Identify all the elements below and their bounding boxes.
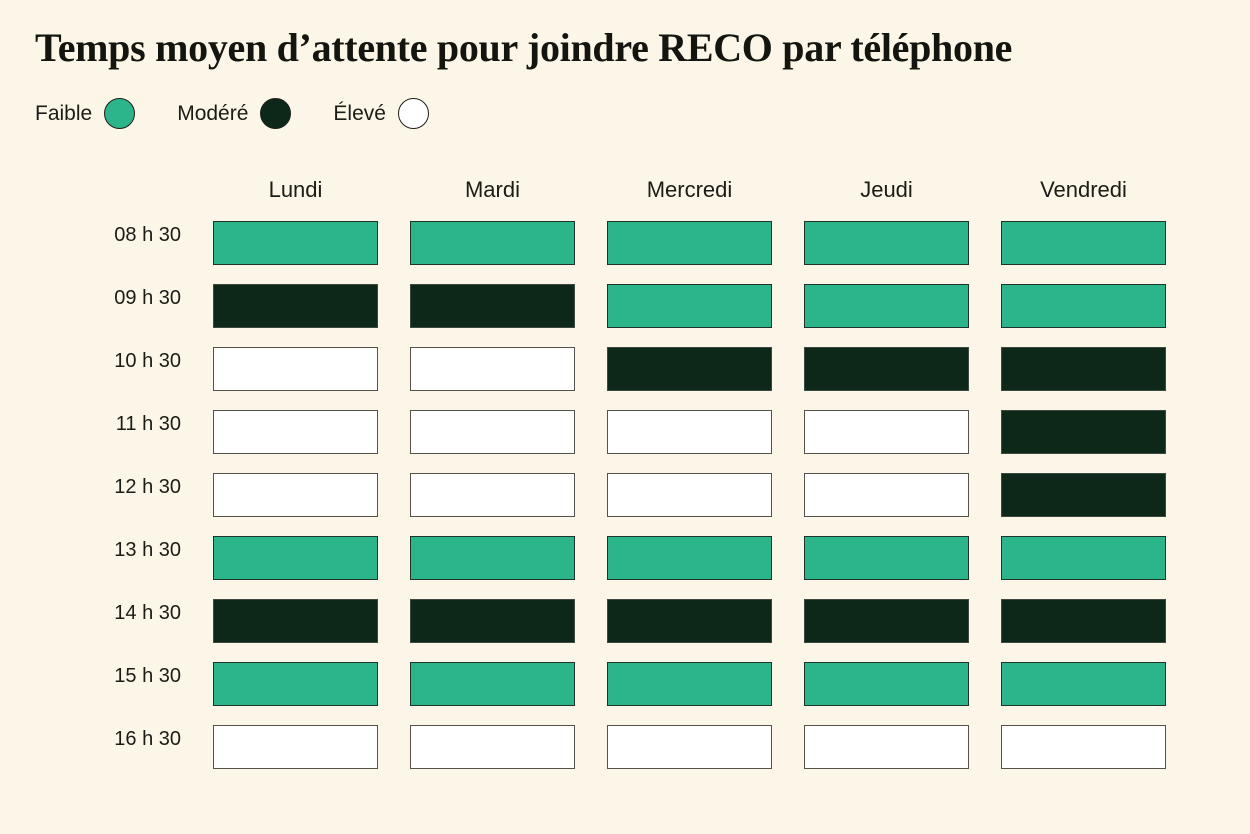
row-label-09-h-30: 09 h 30: [114, 287, 181, 309]
row-label-13-h-30: 13 h 30: [114, 539, 181, 561]
heatmap-cell-modere: [410, 599, 575, 643]
heatmap-cell-faible: [804, 536, 969, 580]
legend-label-faible: Faible: [35, 101, 93, 125]
row-label-10-h-30: 10 h 30: [114, 350, 181, 372]
column-header-mardi: Mardi: [464, 176, 520, 202]
row-label-15-h-30: 15 h 30: [114, 665, 181, 687]
heatmap-cell-eleve: [607, 473, 772, 517]
legend-item-eleve: Élevé: [333, 98, 429, 129]
heatmap-cell-modere: [410, 284, 575, 328]
legend-item-modere: Modéré: [177, 98, 292, 129]
heatmap-cell-faible: [213, 221, 378, 265]
heatmap-cell-faible: [1001, 536, 1166, 580]
heatmap-cell-faible: [607, 536, 772, 580]
heatmap-cell-eleve: [607, 410, 772, 454]
heatmap-cell-faible: [607, 662, 772, 706]
heatmap-cell-faible: [607, 284, 772, 328]
heatmap-cell-modere: [607, 347, 772, 391]
heatmap-cell-eleve: [213, 347, 378, 391]
row-label-12-h-30: 12 h 30: [114, 476, 181, 498]
legend-label-eleve: Élevé: [333, 101, 386, 125]
heatmap-cell-eleve: [804, 410, 969, 454]
heatmap-cell-faible: [410, 536, 575, 580]
heatmap-cell-faible: [804, 221, 969, 265]
column-header-jeudi: Jeudi: [860, 176, 913, 202]
page: Temps moyen d’attente pour joindre RECO …: [35, 25, 1250, 769]
heatmap-cell-eleve: [410, 410, 575, 454]
legend-swatch-eleve-icon: [397, 98, 429, 129]
heatmap-cell-modere: [1001, 410, 1166, 454]
heatmap-cell-faible: [1001, 221, 1166, 265]
heatmap-cell-eleve: [410, 473, 575, 517]
column-header-vendredi: Vendredi: [1040, 176, 1127, 202]
row-label-11-h-30: 11 h 30: [115, 413, 181, 435]
row-label-16-h-30: 16 h 30: [114, 728, 181, 750]
heatmap-cell-faible: [804, 662, 969, 706]
grid-corner: [35, 174, 181, 202]
heatmap-cell-faible: [804, 284, 969, 328]
heatmap-cell-modere: [1001, 347, 1166, 391]
heatmap-cell-faible: [1001, 662, 1166, 706]
heatmap-cell-modere: [607, 599, 772, 643]
heatmap-cell-eleve: [213, 410, 378, 454]
heatmap-cell-faible: [213, 536, 378, 580]
page-title: Temps moyen d’attente pour joindre RECO …: [35, 25, 1013, 70]
heatmap-cell-eleve: [213, 473, 378, 517]
heatmap-cell-faible: [410, 221, 575, 265]
row-label-14-h-30: 14 h 30: [114, 602, 181, 624]
heatmap-cell-modere: [1001, 473, 1166, 517]
heatmap-cell-modere: [804, 347, 969, 391]
heatmap-cell-modere: [804, 599, 969, 643]
row-label-08-h-30: 08 h 30: [114, 224, 181, 246]
heatmap-cell-eleve: [607, 725, 772, 769]
heatmap-grid: Lundi Mardi Mercredi Jeudi Vendredi 08 h 30 09…: [35, 174, 1250, 769]
legend-swatch-modere-icon: [260, 98, 292, 129]
column-header-lundi: Lundi: [268, 176, 323, 202]
legend: Faible Modéré Élevé: [35, 98, 1250, 129]
heatmap-cell-eleve: [410, 725, 575, 769]
heatmap-cell-faible: [213, 662, 378, 706]
heatmap-cell-faible: [1001, 284, 1166, 328]
heatmap-cell-eleve: [410, 347, 575, 391]
heatmap-cell-faible: [607, 221, 772, 265]
heatmap-cell-modere: [1001, 599, 1166, 643]
heatmap-cell-eleve: [804, 725, 969, 769]
heatmap-cell-eleve: [804, 473, 969, 517]
legend-label-modere: Modéré: [177, 101, 249, 125]
heatmap-cell-eleve: [1001, 725, 1166, 769]
legend-item-faible: Faible: [35, 98, 136, 129]
heatmap-cell-eleve: [213, 725, 378, 769]
heatmap-cell-modere: [213, 599, 378, 643]
heatmap-cell-modere: [213, 284, 378, 328]
heatmap-cell-faible: [410, 662, 575, 706]
legend-swatch-faible-icon: [104, 98, 136, 129]
column-header-mercredi: Mercredi: [646, 176, 733, 202]
